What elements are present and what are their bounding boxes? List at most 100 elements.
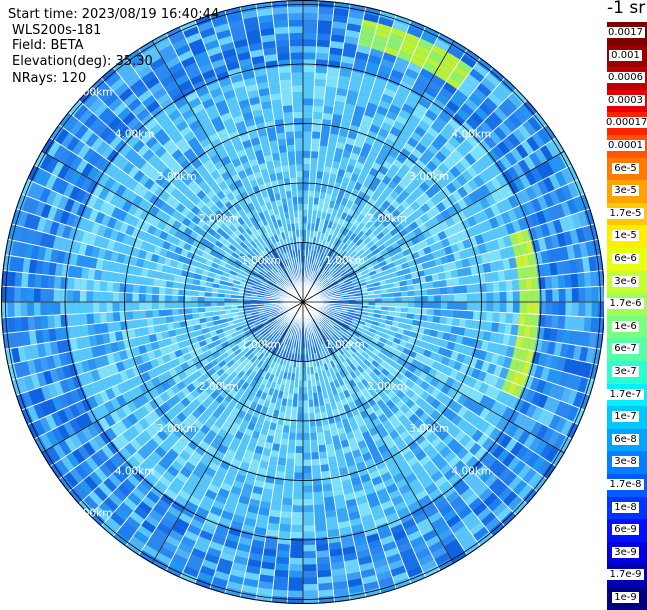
data-gate [298, 400, 303, 407]
data-gate [434, 302, 441, 309]
data-gate [317, 576, 332, 584]
data-gate [315, 59, 328, 67]
data-gate [289, 564, 303, 571]
data-gate [525, 314, 532, 326]
data-gate [303, 171, 310, 178]
data-gate [303, 59, 316, 66]
data-gate [314, 517, 326, 524]
data-gate [294, 472, 303, 479]
data-gate [133, 311, 140, 320]
data-gate [316, 550, 330, 558]
data-gate [303, 7, 318, 14]
data-gate [276, 557, 290, 565]
data-gate [427, 288, 434, 295]
data-gate [93, 302, 100, 313]
data-gate [532, 314, 540, 327]
data-gate [152, 286, 159, 294]
data-gate [303, 512, 314, 519]
data-gate [525, 278, 532, 290]
data-gate [139, 293, 146, 302]
data-gate [491, 322, 499, 333]
data-gate [290, 551, 303, 558]
data-gate [275, 563, 289, 571]
data-gate [303, 571, 317, 578]
data-gate [577, 316, 585, 331]
data-gate [492, 281, 499, 292]
data-gate [73, 302, 80, 314]
data-gate [473, 283, 480, 293]
data-gate [146, 318, 154, 327]
data-gate [303, 105, 313, 112]
data-gate [273, 583, 288, 591]
data-gate [315, 537, 328, 545]
data-gate [401, 302, 408, 307]
data-gate [152, 294, 159, 302]
data-gate [303, 486, 313, 493]
data-gate [315, 66, 328, 74]
data-gate [159, 309, 166, 317]
data-gate [113, 282, 120, 292]
data-gate [41, 315, 49, 329]
data-gate [21, 287, 28, 302]
data-gate [434, 309, 441, 317]
data-gate [466, 311, 473, 320]
data-gate [303, 190, 309, 197]
data-gate [311, 446, 319, 453]
data-gate [8, 271, 16, 287]
data-gate [282, 491, 293, 498]
data-gate [99, 291, 106, 302]
data-gate [318, 589, 334, 597]
data-gate [539, 302, 546, 315]
data-gate [311, 138, 320, 145]
data-gate [434, 288, 441, 296]
data-gate [34, 288, 41, 302]
data-gate [506, 302, 513, 313]
data-gate [132, 302, 139, 311]
data-gate [319, 139, 328, 147]
data-gate [440, 287, 447, 295]
data-gate [313, 485, 323, 492]
data-gate [278, 451, 287, 459]
data-gate [447, 310, 454, 318]
data-gate [440, 309, 447, 317]
data-gate [126, 293, 133, 302]
data-gate [34, 302, 41, 316]
data-gate [519, 302, 526, 314]
data-gate [303, 92, 314, 99]
data-gate [54, 276, 62, 289]
data-gate [93, 291, 100, 302]
data-gate [485, 272, 493, 283]
data-gate [80, 313, 87, 325]
data-gate [310, 171, 317, 178]
data-gate [159, 302, 166, 310]
data-gate [73, 290, 80, 302]
data-gate [86, 291, 93, 302]
data-gate [106, 281, 113, 292]
data-gate [546, 289, 553, 302]
data-gate [465, 319, 473, 329]
data-gate [133, 319, 141, 329]
data-gate [316, 46, 330, 54]
data-gate [313, 105, 324, 112]
data-gate [312, 472, 322, 479]
data-gate [303, 85, 314, 92]
data-gate [314, 504, 325, 511]
data-gate [303, 204, 308, 211]
data-gate [165, 302, 172, 309]
data-gate [47, 275, 55, 289]
data-gate [67, 277, 75, 290]
data-gate [585, 302, 592, 317]
data-gate [505, 313, 512, 324]
data-gate [590, 317, 598, 333]
data-gate [499, 312, 506, 323]
ppi-plot: 1.00km1.00km1.00km1.00km2.00km2.00km2.00… [0, 0, 604, 607]
data-gate [408, 302, 415, 308]
data-gate [294, 466, 303, 473]
data-gate [454, 294, 461, 302]
data-gate [303, 440, 311, 447]
data-gate [291, 518, 303, 525]
data-gate [289, 433, 297, 440]
data-gate [467, 293, 474, 302]
data-gate [172, 302, 179, 309]
data-gate [288, 439, 296, 446]
